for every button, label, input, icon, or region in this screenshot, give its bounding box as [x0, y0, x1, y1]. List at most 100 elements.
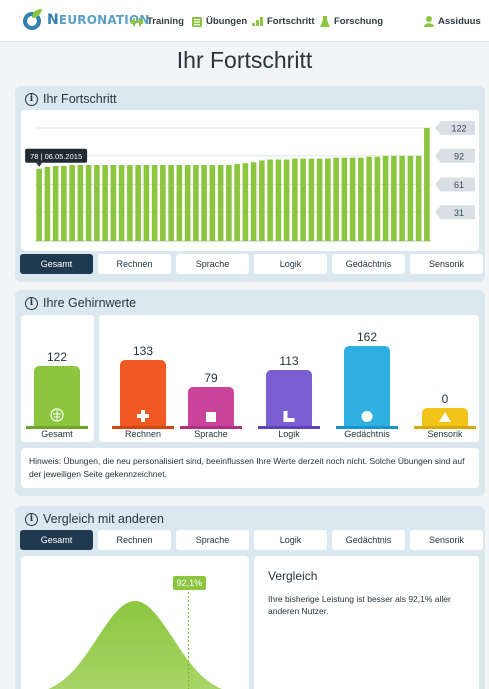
progress-bar[interactable] [250, 162, 257, 241]
progress-bar[interactable] [36, 168, 42, 241]
triangle-icon [439, 412, 451, 422]
progress-bar[interactable] [349, 157, 356, 241]
brain-value-bar[interactable] [120, 360, 166, 426]
progress-bar[interactable] [292, 158, 298, 241]
progress-bar[interactable] [341, 157, 348, 241]
brain-value-base [414, 426, 476, 429]
progress-bar[interactable] [333, 157, 339, 241]
compare-panel-title: Vergleich mit anderen [43, 512, 164, 526]
nav-forschung-label: Forschung [334, 16, 384, 27]
bar-tooltip: 78 | 06.05.2015 [25, 148, 88, 167]
progress-bar[interactable] [308, 158, 315, 241]
progress-bar[interactable] [242, 163, 249, 241]
y-tick-label: 61 [454, 180, 464, 190]
info-icon[interactable]: i [25, 512, 38, 526]
distribution-box: 92,1% [21, 556, 249, 689]
progress-bar[interactable] [85, 165, 92, 241]
progress-bar[interactable] [283, 159, 290, 241]
compare-tab-rechnen[interactable]: Rechnen [98, 530, 171, 550]
progress-bar[interactable] [77, 165, 84, 241]
compare-tab-gedaechtnis[interactable]: Gedächtnis [332, 530, 405, 550]
progress-bar[interactable] [102, 165, 108, 241]
progress-bar[interactable] [407, 155, 414, 241]
compare-tab-sprache[interactable]: Sprache [176, 530, 249, 550]
top-navigation: NEURONATION Training Übungen Fortschritt… [0, 0, 489, 42]
progress-bar[interactable] [275, 159, 282, 241]
progress-bar[interactable] [209, 165, 216, 241]
progress-bar[interactable] [259, 160, 265, 241]
nav-fortschritt-label: Fortschritt [267, 16, 315, 27]
brain-value-bar[interactable] [188, 387, 234, 426]
brain-value-bar[interactable] [266, 370, 312, 426]
progress-bar[interactable] [127, 165, 133, 241]
page-title: Ihr Fortschritt [176, 47, 313, 73]
progress-bar[interactable] [201, 165, 207, 241]
brain-value-bar[interactable] [344, 346, 390, 426]
progress-bar[interactable] [52, 165, 59, 241]
progress-bar[interactable] [424, 128, 430, 241]
progress-bar[interactable] [184, 165, 191, 241]
progress-bar-chart: 31 61 92 122 78 | 06.05.2015 [25, 121, 475, 242]
compare-tabs: Gesamt Rechnen Sprache Logik Gedächtnis … [20, 530, 483, 550]
nav-training[interactable]: Training [131, 16, 184, 27]
progress-bar[interactable] [193, 165, 199, 241]
progress-bar[interactable] [415, 155, 422, 241]
progress-bar[interactable] [316, 158, 323, 241]
progress-bar[interactable] [151, 165, 158, 241]
progress-tab-sensorik[interactable]: Sensorik [410, 254, 483, 274]
progress-bar[interactable] [118, 165, 125, 241]
user-menu[interactable]: Assiduus [424, 16, 481, 27]
progress-tab-sprache[interactable]: Sprache [176, 254, 249, 274]
nav-uebungen[interactable]: Übungen [192, 16, 247, 27]
progress-tab-rechnen[interactable]: Rechnen [98, 254, 171, 274]
progress-bar[interactable] [267, 159, 273, 241]
brain-value-bar[interactable] [422, 408, 468, 426]
brain-value-number: 122 [46, 350, 68, 364]
brain-icon [50, 408, 64, 422]
nav-fortschritt[interactable]: Fortschritt [252, 16, 315, 27]
progress-bar[interactable] [399, 155, 405, 241]
compare-tab-sensorik[interactable]: Sensorik [410, 530, 483, 550]
progress-bar[interactable] [358, 157, 364, 241]
brain-value-bar[interactable] [34, 366, 80, 426]
progress-bar[interactable] [69, 165, 75, 241]
plus-icon [137, 410, 149, 422]
progress-bar[interactable] [234, 164, 240, 241]
progress-bar[interactable] [44, 166, 51, 241]
progress-bar[interactable] [325, 158, 331, 241]
progress-tab-gesamt[interactable]: Gesamt [20, 254, 93, 274]
progress-bar[interactable] [110, 165, 117, 241]
info-icon[interactable]: i [25, 92, 38, 106]
progress-bar[interactable] [168, 165, 174, 241]
hint-text: Hinweis: Übungen, die neu personalisiert… [29, 456, 465, 479]
brain-values-panel: i Ihre Gehirnwerte 122 Gesamt 133 Rechnen 79… [15, 290, 485, 496]
info-icon[interactable]: i [25, 296, 38, 310]
progress-bar[interactable] [143, 165, 150, 241]
progress-bar[interactable] [61, 165, 67, 241]
nav-forschung[interactable]: Forschung [320, 16, 383, 27]
progress-bar[interactable] [366, 156, 372, 241]
brain-value-base [258, 426, 320, 429]
progress-bar[interactable] [374, 156, 381, 241]
compare-tab-gesamt[interactable]: Gesamt [20, 530, 93, 550]
progress-bar[interactable] [391, 155, 397, 241]
compare-tab-logik[interactable]: Logik [254, 530, 327, 550]
y-tick-badge: 31 [435, 205, 475, 220]
comparison-text: Ihre bisherige Leistung ist besser als 9… [268, 594, 451, 616]
progress-bar[interactable] [160, 165, 166, 241]
progress-bar[interactable] [176, 165, 183, 241]
progress-bar[interactable] [300, 158, 306, 241]
progress-bar[interactable] [94, 165, 100, 241]
logo-text-lead: N [47, 12, 59, 28]
progress-bar[interactable] [135, 165, 141, 241]
progress-tab-logik[interactable]: Logik [254, 254, 327, 274]
circle-icon [361, 411, 373, 422]
brain-value-base [336, 426, 398, 429]
progress-bar[interactable] [382, 155, 389, 241]
brain-value-number: 162 [356, 330, 378, 344]
progress-tab-gedaechtnis[interactable]: Gedächtnis [332, 254, 405, 274]
percentile-flag: 92,1% [172, 576, 207, 590]
neuronation-logo[interactable]: NEURONATION [22, 8, 150, 32]
progress-bar[interactable] [217, 165, 224, 241]
progress-bar[interactable] [226, 165, 232, 241]
